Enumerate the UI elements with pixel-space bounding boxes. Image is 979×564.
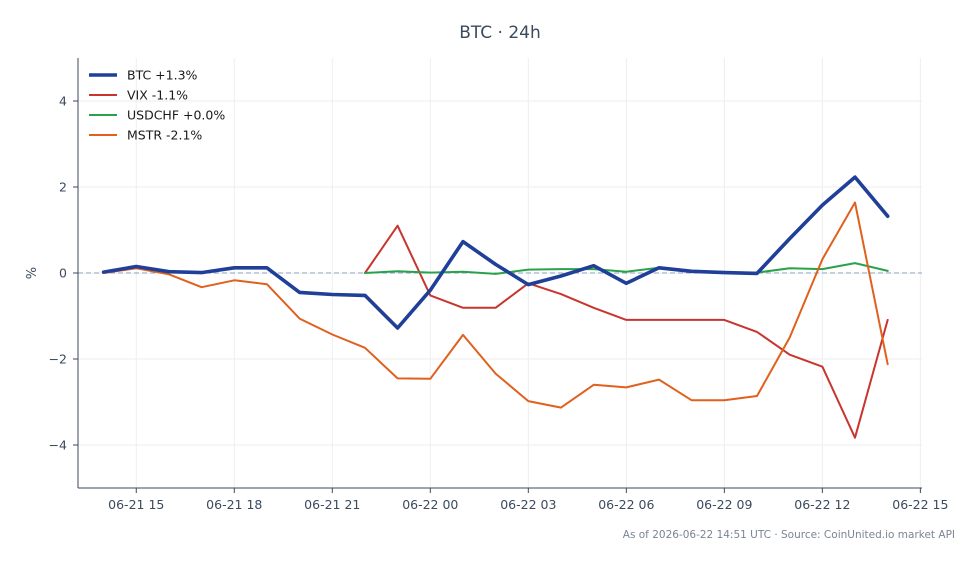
x-tick-label: 06-22 09: [696, 497, 752, 512]
x-tick-label: 06-21 15: [108, 497, 164, 512]
y-tick-label: 2: [59, 180, 67, 195]
legend-label: BTC +1.3%: [127, 68, 198, 83]
y-tick-label: −4: [49, 438, 67, 453]
x-tick-label: 06-22 00: [402, 497, 458, 512]
series-line-btc: [101, 175, 890, 330]
legend-item-usdchf: USDCHF +0.0%: [89, 108, 225, 123]
legend: BTC +1.3% VIX -1.1% USDCHF +0.0% MSTR -2.1%: [89, 68, 225, 143]
y-axis-ticks: 4 2 0 −2 −4: [49, 94, 78, 453]
legend-label: VIX -1.1%: [127, 88, 188, 103]
series-line-mstr: [102, 201, 889, 409]
legend-label: MSTR -2.1%: [127, 128, 202, 143]
series-line-usdchf: [364, 262, 889, 275]
source-note: As of 2026-06-22 14:51 UTC · Source: Coi…: [623, 529, 955, 541]
series-lines: [101, 175, 890, 439]
x-tick-label: 06-22 06: [598, 497, 654, 512]
y-axis-label: %: [25, 267, 40, 279]
x-tick-label: 06-21 18: [206, 497, 262, 512]
chart-title: BTC · 24h: [459, 23, 541, 43]
x-tick-label: 06-22 12: [794, 497, 850, 512]
legend-item-btc: BTC +1.3%: [89, 68, 198, 83]
series-line-vix: [364, 224, 889, 439]
y-tick-label: 4: [59, 94, 67, 109]
y-tick-label: −2: [49, 352, 67, 367]
y-tick-label: 0: [59, 266, 67, 281]
x-tick-label: 06-22 03: [500, 497, 556, 512]
legend-item-vix: VIX -1.1%: [89, 88, 188, 103]
legend-item-mstr: MSTR -2.1%: [89, 128, 202, 143]
legend-label: USDCHF +0.0%: [127, 108, 225, 123]
x-tick-label: 06-21 21: [304, 497, 360, 512]
x-axis-ticks: 06-21 15 06-21 18 06-21 21 06-22 00 06-22 03…: [108, 488, 948, 512]
x-tick-label: 06-22 15: [892, 497, 948, 512]
